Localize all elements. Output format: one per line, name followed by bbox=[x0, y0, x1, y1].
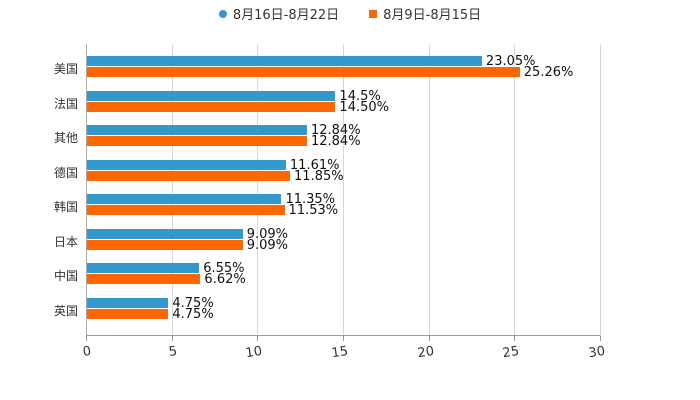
bar-series-2[interactable] bbox=[87, 205, 285, 215]
bar-series-1[interactable] bbox=[87, 159, 286, 170]
bar-series-2[interactable] bbox=[87, 239, 243, 250]
legend-marker-square-icon bbox=[369, 9, 378, 18]
x-tick bbox=[600, 336, 601, 341]
bar-series-1[interactable] bbox=[87, 228, 243, 239]
gridline bbox=[428, 44, 430, 336]
gridline bbox=[257, 44, 259, 336]
bar-series-1[interactable] bbox=[87, 90, 336, 101]
category-label: 英国 bbox=[53, 303, 78, 318]
data-label: 6.55% bbox=[203, 261, 245, 276]
data-label: 11.61% bbox=[289, 157, 340, 173]
data-label: 14.50% bbox=[339, 99, 389, 115]
bar-series-2[interactable] bbox=[87, 170, 291, 181]
category-label: 法国 bbox=[53, 96, 78, 111]
data-label: 9.09% bbox=[246, 237, 289, 253]
legend-item-series-2[interactable]: 8月9日-8月15日 bbox=[369, 4, 481, 23]
bar-series-2[interactable] bbox=[87, 101, 336, 112]
legend-marker-circle-icon bbox=[218, 9, 227, 18]
x-tick bbox=[257, 336, 259, 341]
gridline bbox=[343, 44, 344, 336]
bar-series-1[interactable] bbox=[87, 194, 282, 204]
category-label: 日本 bbox=[53, 234, 78, 249]
gridline bbox=[171, 44, 173, 336]
category-label: 韩国 bbox=[53, 200, 78, 214]
chart-legend: 8月16日-8月22日 8月9日-8月15日 bbox=[0, 4, 700, 23]
x-tick bbox=[86, 336, 87, 341]
x-axis-line bbox=[86, 335, 600, 336]
data-label: 12.84% bbox=[310, 123, 361, 138]
x-tick bbox=[171, 336, 173, 341]
category-label: 中国 bbox=[53, 269, 78, 283]
x-tick-label: 0 bbox=[81, 344, 93, 361]
bar-series-2[interactable] bbox=[87, 136, 307, 146]
x-tick-label: 25 bbox=[501, 344, 521, 362]
data-label: 25.26% bbox=[523, 65, 574, 80]
data-label: 9.09% bbox=[246, 226, 289, 242]
data-label: 6.62% bbox=[204, 272, 246, 287]
x-tick-label: 5 bbox=[167, 344, 178, 361]
x-tick bbox=[343, 336, 344, 341]
bar-series-1[interactable] bbox=[87, 56, 482, 66]
data-label: 12.84% bbox=[310, 134, 361, 149]
x-tick-label: 20 bbox=[416, 344, 435, 362]
category-label: 其他 bbox=[53, 131, 78, 145]
plot-area: 0 5 10 15 20 25 30 美国 23.05% 25.26% 法国 14.5% 14.50% 其… bbox=[54, 44, 606, 361]
bar-series-1[interactable] bbox=[87, 263, 200, 273]
bar-series-1[interactable] bbox=[87, 297, 169, 308]
x-tick bbox=[514, 336, 516, 341]
x-tick-label: 30 bbox=[587, 344, 607, 362]
category-label: 美国 bbox=[53, 62, 78, 76]
data-label: 4.75% bbox=[172, 295, 214, 311]
y-axis-line bbox=[86, 44, 87, 336]
x-tick-label: 10 bbox=[244, 344, 264, 362]
bar-series-2[interactable] bbox=[87, 274, 201, 284]
legend-item-series-1[interactable]: 8月16日-8月22日 bbox=[218, 4, 340, 23]
data-label: 11.35% bbox=[285, 192, 336, 207]
bar-series-1[interactable] bbox=[87, 125, 307, 135]
category-label: 德国 bbox=[53, 165, 78, 180]
bar-series-2[interactable] bbox=[87, 308, 169, 319]
legend-label: 8月16日-8月22日 bbox=[232, 8, 340, 23]
data-label: 14.5% bbox=[339, 88, 381, 104]
gridline bbox=[600, 44, 601, 336]
data-label: 11.53% bbox=[288, 203, 339, 218]
x-tick-label: 15 bbox=[330, 344, 350, 362]
legend-label: 8月9日-8月15日 bbox=[383, 8, 482, 23]
data-label: 11.85% bbox=[294, 168, 344, 184]
data-label: 4.75% bbox=[172, 306, 214, 322]
bar-series-2[interactable] bbox=[87, 67, 520, 77]
data-label: 23.05% bbox=[485, 54, 536, 69]
gridline bbox=[514, 44, 516, 336]
x-tick bbox=[428, 336, 430, 341]
